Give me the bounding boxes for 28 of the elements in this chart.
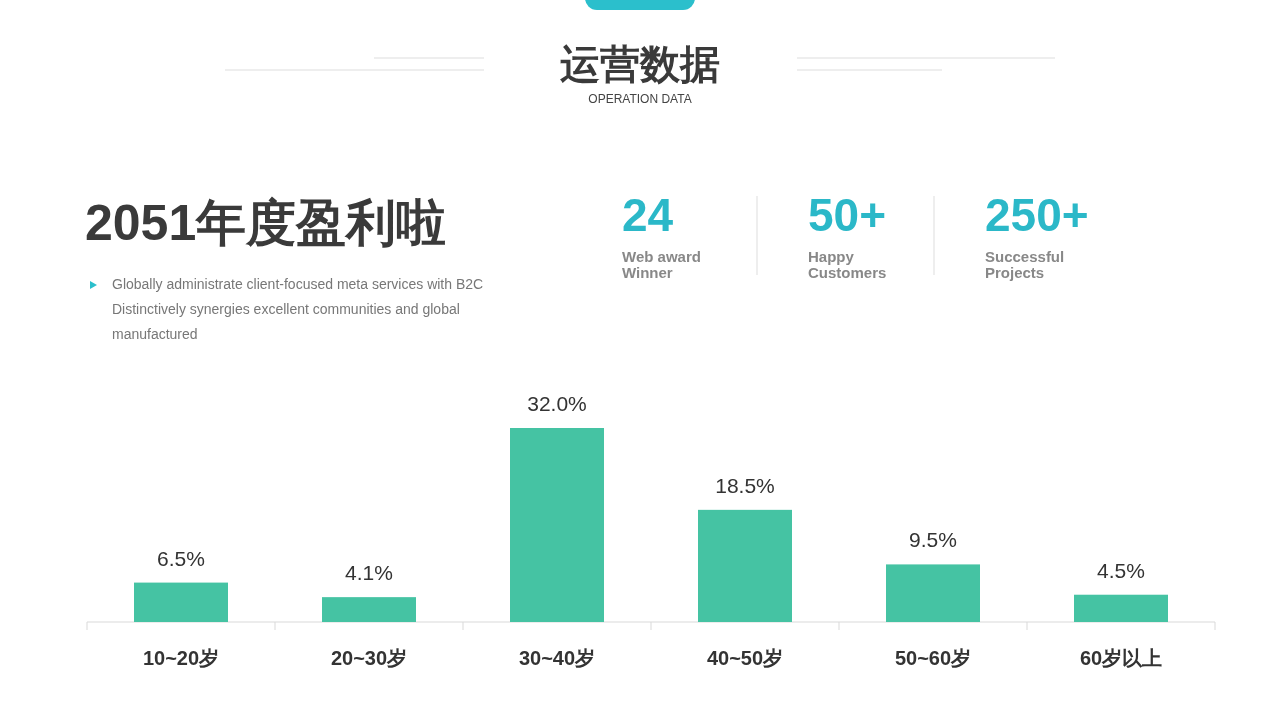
data-label: 4.1%	[345, 561, 393, 585]
bar	[698, 509, 792, 622]
x-tick-label: 20~30岁	[330, 647, 408, 669]
text: Web award Winner	[622, 248, 701, 281]
text: Happy Customers	[808, 248, 887, 281]
x-tick-label: 40~50岁	[706, 647, 784, 669]
bar	[886, 564, 980, 622]
data-label: 32.0%	[527, 392, 587, 415]
bar	[510, 428, 604, 622]
data-label: 9.5%	[909, 528, 957, 552]
text: Successful Projects	[985, 248, 1065, 281]
data-label: 6.5%	[157, 546, 205, 570]
x-tick-label: 30~40岁	[518, 647, 596, 669]
text: Globally administrate client-focused meta services with B2C Distinctively synergies excellent communities and global manufactured	[112, 276, 484, 342]
bar	[134, 582, 228, 622]
text: 2051年度盈利啦	[85, 195, 447, 251]
text: 运营数据	[560, 42, 720, 86]
bar	[322, 597, 416, 622]
text: 250+	[985, 189, 1089, 241]
x-tick-label: 50~60岁	[894, 647, 972, 669]
x-tick-label: 10~20岁	[142, 647, 220, 669]
x-tick-label: 60岁以上	[1079, 647, 1163, 669]
bar	[1074, 594, 1168, 622]
text: OPERATION DATA	[588, 92, 692, 106]
data-label: 4.5%	[1097, 558, 1145, 582]
text: 50+	[808, 189, 887, 241]
data-label: 18.5%	[715, 473, 775, 497]
text: 24	[622, 189, 674, 241]
